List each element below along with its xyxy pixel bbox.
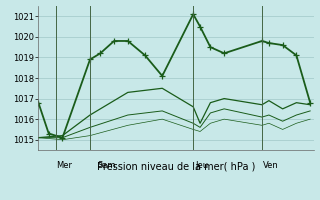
X-axis label: Pression niveau de la mer( hPa ): Pression niveau de la mer( hPa ) xyxy=(97,161,255,171)
Text: Mer: Mer xyxy=(56,161,72,170)
Text: Sam: Sam xyxy=(98,161,116,170)
Text: Ven: Ven xyxy=(263,161,278,170)
Text: Jeu: Jeu xyxy=(195,161,208,170)
